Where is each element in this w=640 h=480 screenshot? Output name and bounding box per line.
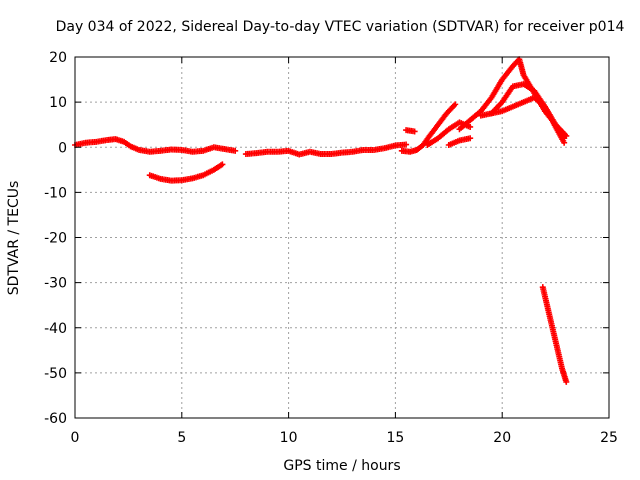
data-point-marker [232, 147, 239, 154]
x-tick-label: 20 [493, 430, 511, 446]
y-tick-label: 10 [49, 95, 67, 111]
data-point-marker [403, 141, 410, 148]
y-tick-label: -40 [44, 321, 67, 337]
y-tick-label: 0 [58, 140, 67, 156]
x-tick-label: 15 [386, 430, 404, 446]
series-arc-a [72, 136, 239, 155]
data-point-marker [561, 139, 568, 146]
x-axis-label: GPS time / hours [283, 458, 400, 474]
data-point-marker [563, 132, 570, 139]
series-arc-g [445, 135, 474, 148]
axis-ticks: 0 5 10 15 20 25 20 10 0 -10 -20 -30 -40 -50 -60 [44, 50, 618, 446]
y-tick-label: 20 [49, 50, 67, 66]
y-tick-label: -10 [44, 185, 67, 201]
series-arc-j [488, 94, 570, 139]
series-arc-h [456, 56, 568, 142]
y-tick-label: -20 [44, 231, 67, 247]
grid-lines [75, 57, 609, 418]
series-arc-k [539, 284, 570, 385]
x-tick-label: 25 [600, 430, 618, 446]
data-point-marker [467, 135, 474, 142]
x-tick-label: 5 [177, 430, 186, 446]
series-arc-d [398, 101, 459, 155]
data-point-marker [452, 101, 459, 108]
y-tick-label: -50 [44, 366, 67, 382]
data-point-marker [411, 128, 418, 135]
x-tick-label: 10 [280, 430, 298, 446]
y-tick-label: -30 [44, 276, 67, 292]
series-arc-e [403, 127, 418, 135]
data-point-marker [467, 123, 474, 130]
series-arc-c [242, 141, 410, 158]
data-point-marker [563, 378, 570, 385]
series-arc-b [146, 161, 226, 184]
x-tick-label: 0 [71, 430, 80, 446]
data-point-marker [219, 161, 226, 168]
y-axis-label: SDTVAR / TECUs [6, 181, 22, 296]
y-tick-label: -60 [44, 411, 67, 427]
chart-title: Day 034 of 2022, Sidereal Day-to-day VTE… [55, 19, 625, 35]
series-arc-f [424, 119, 474, 148]
data-points [72, 56, 570, 385]
